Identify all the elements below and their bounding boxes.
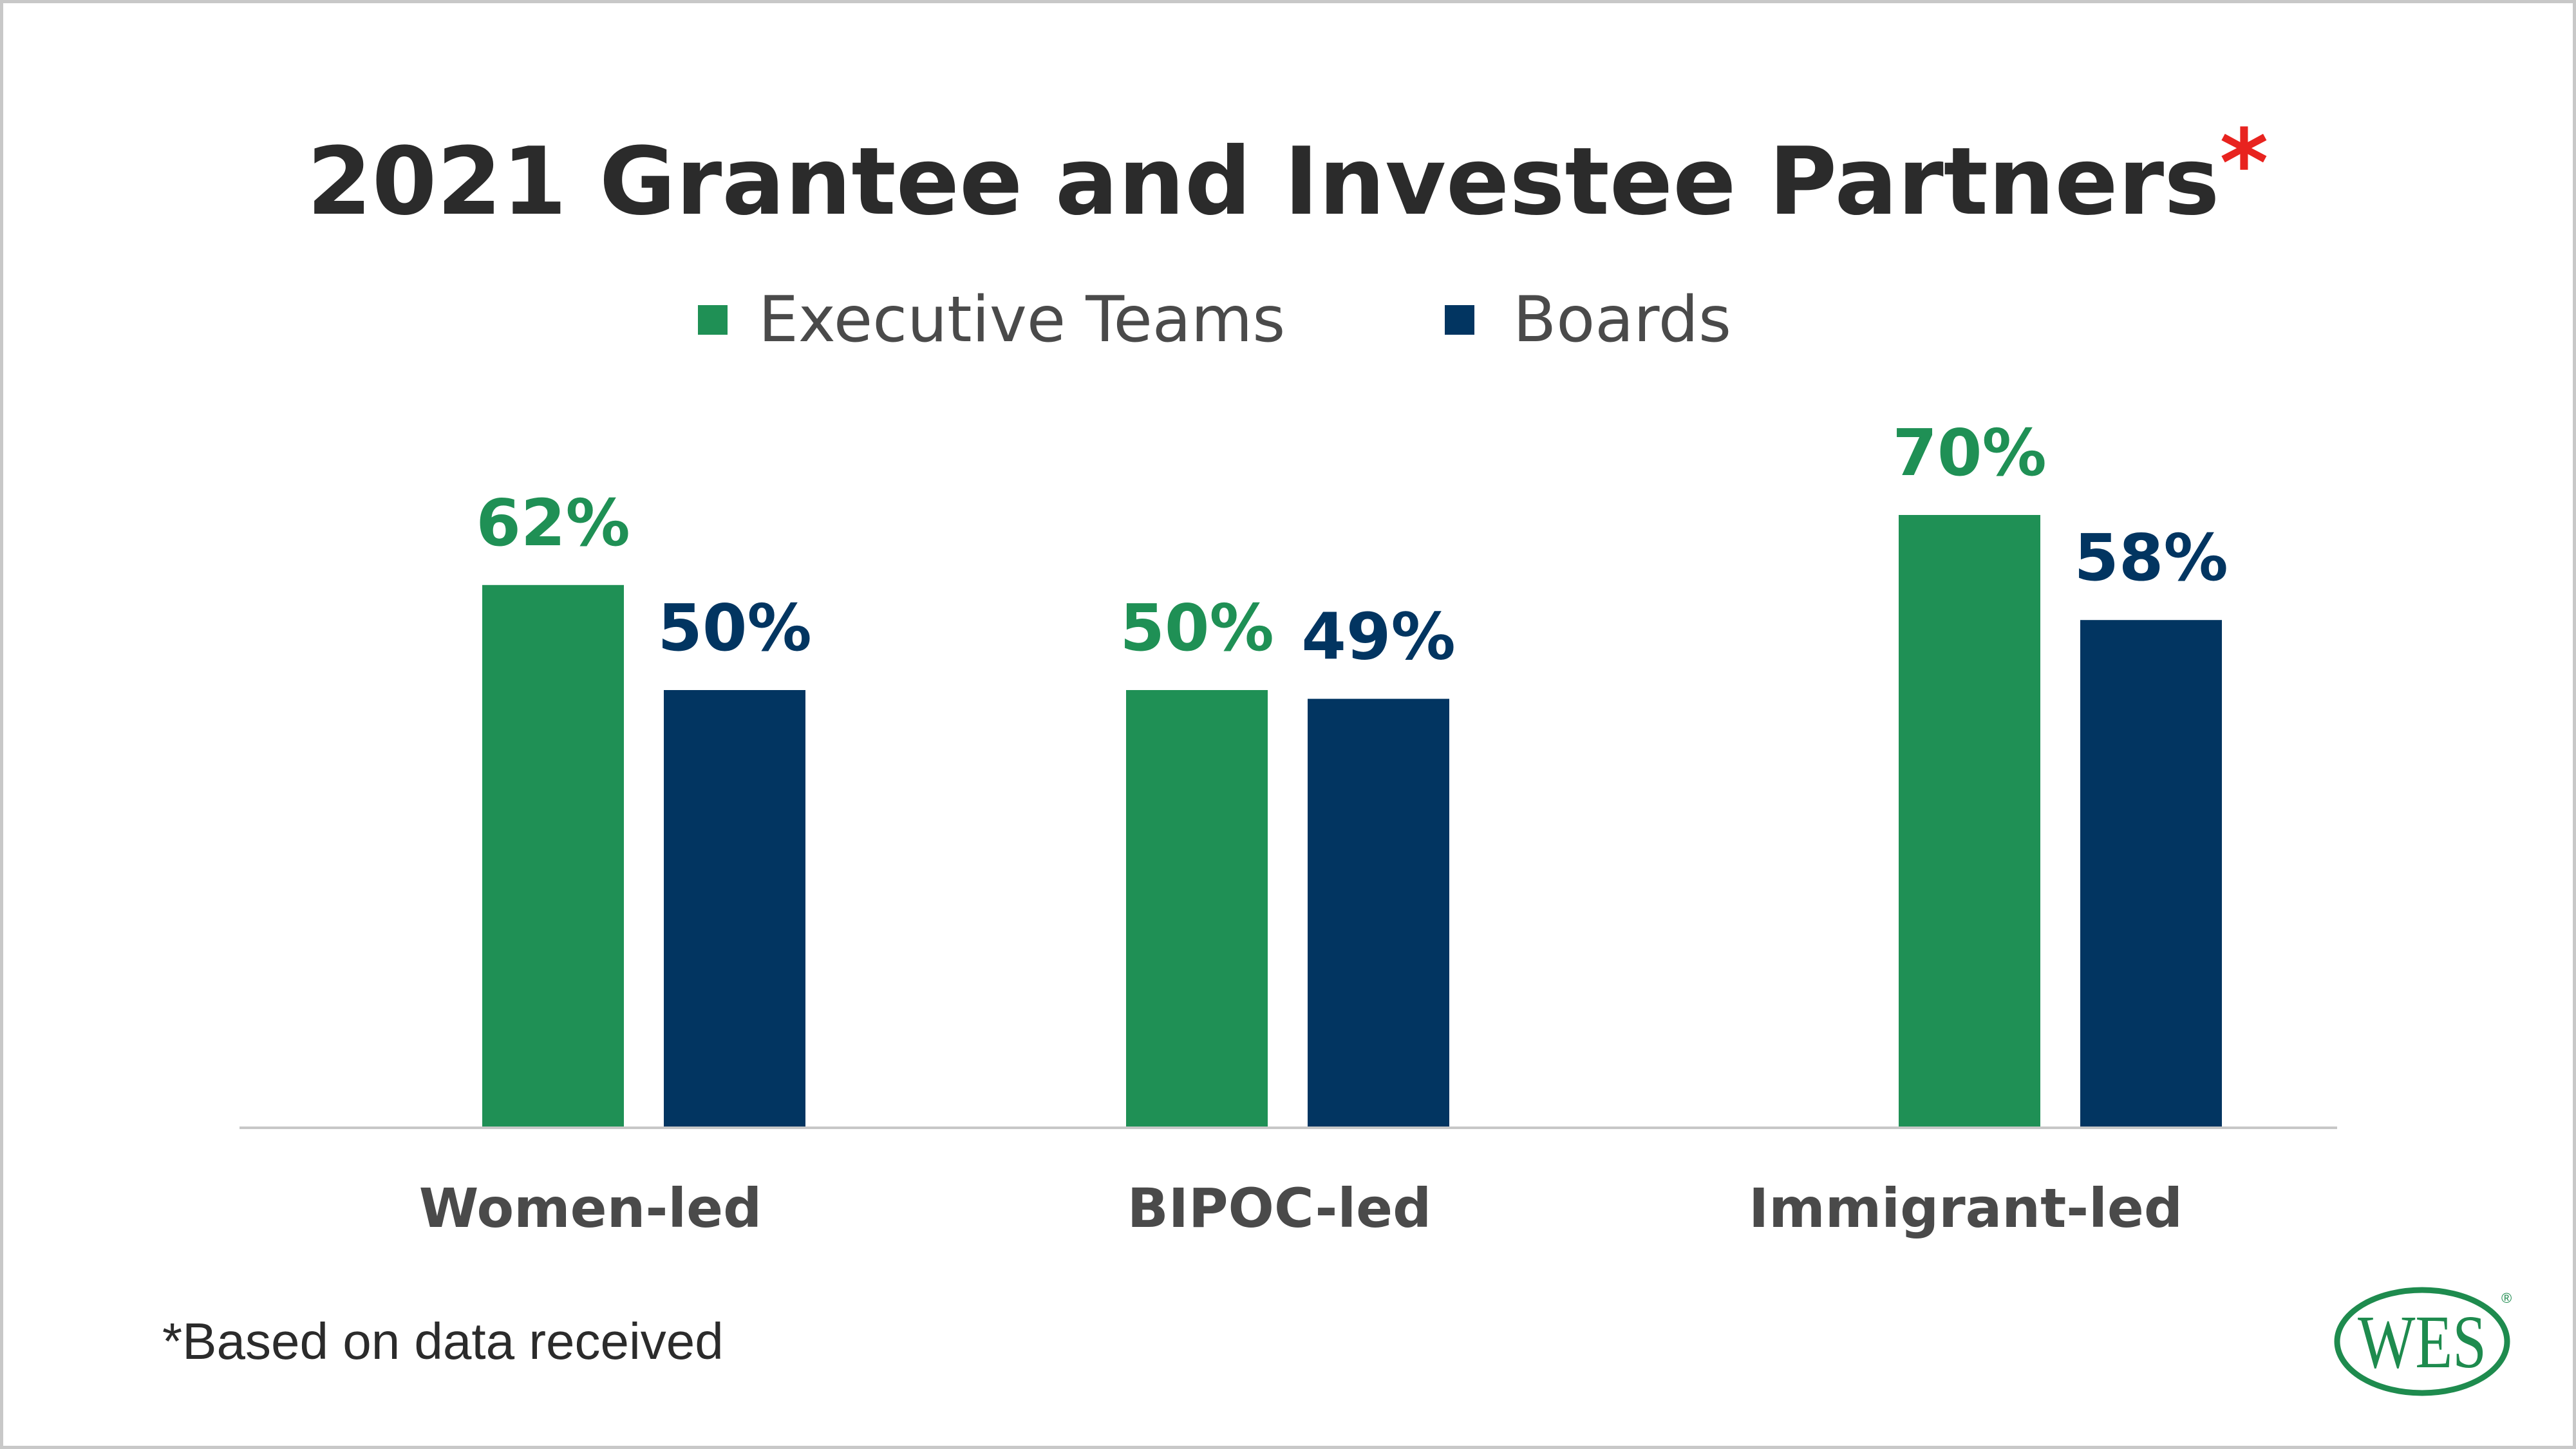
footnote: *Based on data received <box>162 1313 724 1370</box>
legend: Executive Teams Boards <box>698 283 1731 357</box>
chart-title-text: 2021 Grantee and Investee Partners <box>307 127 2220 236</box>
bar-boards-bipoc-led <box>1308 698 1449 1128</box>
value-label-executive-teams-immigrant-led: 70% <box>1892 415 2046 491</box>
category-label-bipoc-led: BIPOC-led <box>1127 1177 1432 1240</box>
value-label-boards-women-led: 50% <box>657 590 811 666</box>
category-label-immigrant-led: Immigrant-led <box>1749 1177 2183 1240</box>
logo-wordmark: WES <box>2358 1300 2487 1384</box>
value-label-executive-teams-bipoc-led: 50% <box>1120 590 1274 666</box>
value-label-boards-bipoc-led: 49% <box>1301 599 1455 675</box>
title-asterisk: * <box>2219 109 2268 218</box>
wes-logo: WES ® <box>2334 1287 2512 1396</box>
value-label-boards-immigrant-led: 58% <box>2074 520 2228 595</box>
bar-boards-immigrant-led <box>2080 620 2222 1128</box>
value-labels-group: 62% 50% 50% 49% 70% 58% <box>476 415 2228 675</box>
legend-item-boards: Boards <box>1445 283 1731 357</box>
bar-executive-teams-bipoc-led <box>1126 690 1268 1128</box>
bar-executive-teams-immigrant-led <box>1899 515 2040 1128</box>
value-label-executive-teams-women-led: 62% <box>476 485 630 561</box>
legend-swatch-executive-teams <box>698 305 728 335</box>
legend-swatch-boards <box>1445 305 1474 335</box>
category-label-women-led: Women-led <box>419 1177 762 1240</box>
legend-item-executive-teams: Executive Teams <box>698 283 1285 357</box>
logo-ring <box>2334 1287 2510 1396</box>
legend-label-executive-teams: Executive Teams <box>758 283 1285 357</box>
chart-title: 2021 Grantee and Investee Partners* <box>307 109 2269 236</box>
bar-boards-women-led <box>664 690 805 1128</box>
legend-label-boards: Boards <box>1513 283 1731 357</box>
logo-registered-mark: ® <box>2501 1290 2512 1306</box>
category-labels-group: Women-led BIPOC-led Immigrant-led <box>419 1177 2183 1240</box>
bar-executive-teams-women-led <box>482 584 624 1128</box>
bars-group <box>482 515 2222 1128</box>
